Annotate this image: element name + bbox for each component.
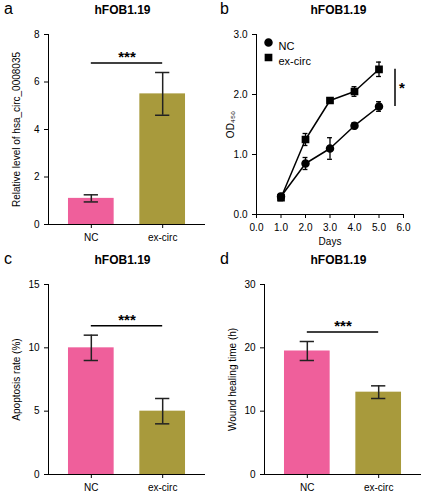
svg-text:10: 10 [28, 342, 40, 353]
html-text:c: c [4, 250, 12, 267]
html-text:b: b [220, 0, 229, 17]
svg-text:2.0: 2.0 [299, 222, 313, 233]
svg-text:30: 30 [244, 279, 256, 290]
svg-text:ex-circ: ex-circ [148, 482, 177, 493]
svg-text:3.0: 3.0 [234, 29, 248, 40]
svg-text:Wound healing time (h): Wound healing time (h) [227, 328, 238, 431]
svg-text:***: *** [118, 311, 136, 328]
svg-text:2: 2 [34, 171, 40, 182]
html-text:hFOB1.19: hFOB1.19 [310, 3, 367, 17]
html-text:hFOB1.19: hFOB1.19 [94, 253, 151, 267]
svg-text:0: 0 [34, 469, 40, 480]
svg-text:0.0: 0.0 [234, 209, 248, 220]
svg-text:10: 10 [244, 405, 256, 416]
svg-text:8: 8 [34, 29, 40, 40]
svg-text:1.0: 1.0 [274, 222, 288, 233]
svg-text:ex-circ: ex-circ [279, 55, 312, 67]
svg-text:5: 5 [34, 405, 40, 416]
svg-text:1.0: 1.0 [234, 149, 248, 160]
html-text:a: a [4, 0, 13, 17]
svg-text:***: *** [334, 317, 352, 334]
svg-text:4: 4 [34, 124, 40, 135]
svg-text:***: *** [118, 48, 136, 65]
html-text:hFOB1.19: hFOB1.19 [310, 253, 367, 267]
svg-text:Days: Days [319, 236, 342, 247]
html-text:hFOB1.19: hFOB1.19 [94, 3, 151, 17]
svg-text:NC: NC [84, 232, 98, 243]
svg-text:NC: NC [84, 482, 98, 493]
svg-text:NC: NC [279, 40, 295, 52]
svg-text:0.0: 0.0 [250, 222, 264, 233]
html-text:d: d [220, 250, 229, 267]
svg-text:20: 20 [244, 342, 256, 353]
svg-text:15: 15 [28, 279, 40, 290]
svg-text:4.0: 4.0 [348, 222, 362, 233]
svg-text:OD₄₅₀: OD₄₅₀ [225, 111, 236, 138]
svg-text:Apoptosis rate (%): Apoptosis rate (%) [11, 338, 22, 420]
svg-text:6.0: 6.0 [397, 222, 411, 233]
svg-text:3.0: 3.0 [323, 222, 337, 233]
svg-text:ex-circ: ex-circ [364, 482, 393, 493]
svg-text:5.0: 5.0 [372, 222, 386, 233]
svg-text:0: 0 [250, 469, 256, 480]
svg-text:NC: NC [300, 482, 314, 493]
svg-text:0: 0 [34, 219, 40, 230]
svg-text:Relative level of hsa_circ_000: Relative level of hsa_circ_0008035 [11, 52, 22, 208]
svg-text:ex-circ: ex-circ [148, 232, 177, 243]
svg-text:*: * [399, 79, 405, 96]
svg-text:2.0: 2.0 [234, 89, 248, 100]
svg-text:6: 6 [34, 76, 40, 87]
